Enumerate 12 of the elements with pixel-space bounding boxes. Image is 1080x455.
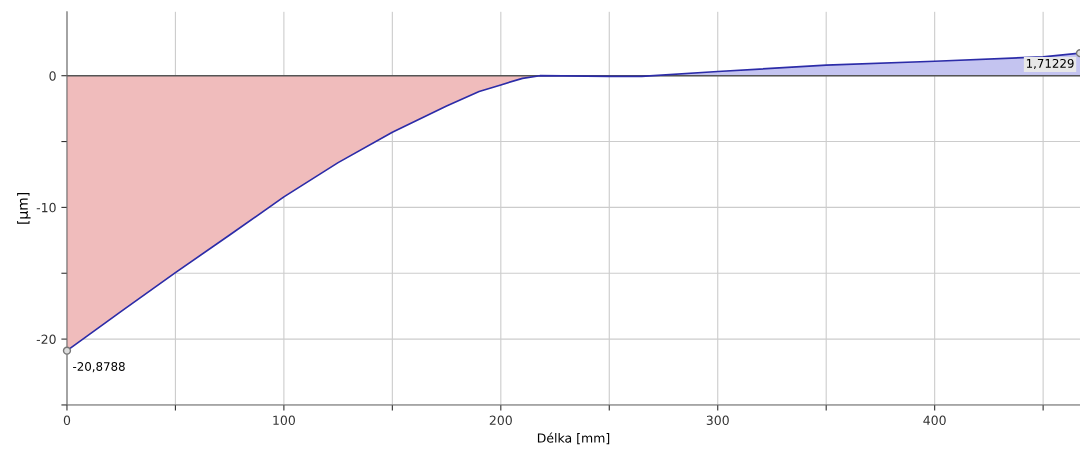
x-tick-label: 200 <box>489 415 512 426</box>
x-axis-title: Délka [mm] <box>537 432 610 445</box>
y-tick-label: 0 <box>49 71 56 81</box>
x-tick-label: 400 <box>923 415 946 426</box>
x-tick-label: 0 <box>63 415 71 426</box>
y-tick-label: -10 <box>36 202 56 213</box>
y-tick-label: -20 <box>36 334 56 345</box>
annotation: -20,8788 <box>73 361 125 373</box>
y-axis-title: [µm] <box>17 192 31 224</box>
annotation: 1,71229 <box>1026 58 1074 70</box>
x-tick-label: 100 <box>273 415 295 426</box>
x-tick-label: 300 <box>706 415 729 426</box>
